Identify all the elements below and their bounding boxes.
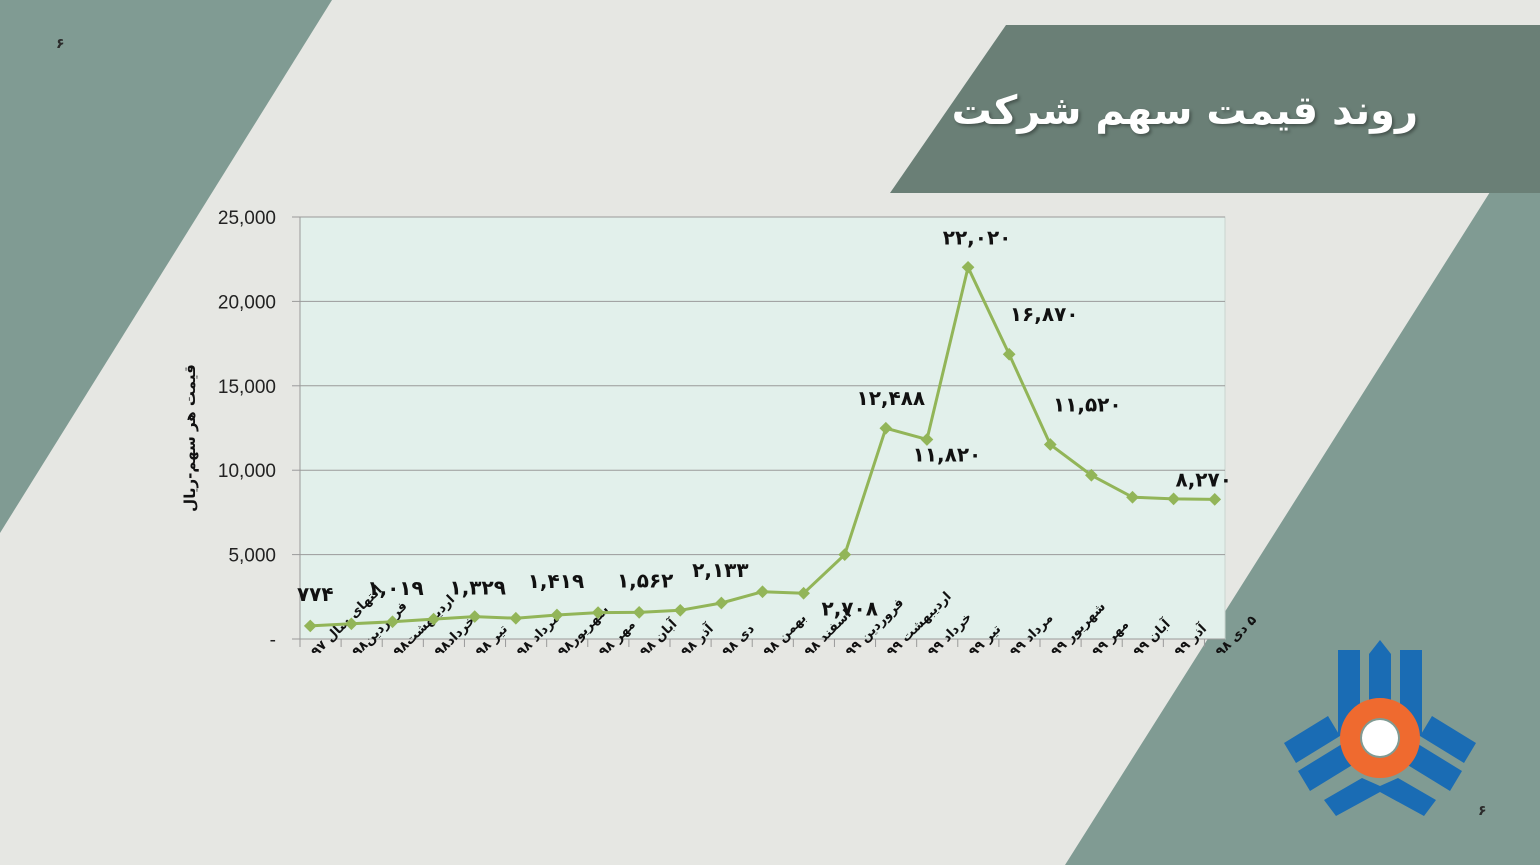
page-number-bottom: ۶ (1478, 803, 1487, 819)
title-banner (890, 25, 1540, 193)
slide-title: روند قیمت سهم شرکت (951, 88, 1418, 134)
logo-ring (1340, 698, 1420, 778)
y-tick-label: 20,000 (218, 292, 276, 313)
y-tick-label: 5,000 (228, 546, 276, 567)
data-label: ۲۲,۰۲۰ (943, 225, 1012, 249)
data-label: ۱۱,۸۲۰ (913, 442, 982, 466)
y-tick-label: 25,000 (218, 208, 276, 229)
data-label: ۱۱,۵۲۰ (1053, 393, 1122, 417)
data-label: ۸,۲۷۰ (1176, 467, 1232, 491)
data-label: ۱,۳۲۹ (450, 576, 506, 600)
data-label: ۱۲,۴۸۸ (857, 386, 926, 410)
y-tick-label: 15,000 (218, 377, 276, 398)
data-label: ۱۶,۸۷۰ (1010, 302, 1079, 326)
data-label: ۱,۴۱۹ (528, 569, 584, 593)
data-label: ۲,۱۳۳ (692, 558, 748, 582)
y-tick-label: 10,000 (218, 461, 276, 482)
plot-area (299, 216, 1226, 640)
data-label: ۱,۵۶۲ (617, 568, 673, 592)
data-label: ۲,۷۰۸ (822, 597, 878, 621)
y-tick-label: - (270, 630, 276, 651)
company-logo-icon (1284, 640, 1476, 816)
data-label: ۷۷۴ (297, 582, 334, 606)
page-number-top: ۶ (56, 36, 65, 52)
logo-blue-bars (1284, 640, 1476, 816)
data-point-marker (509, 611, 523, 625)
left-band (0, 0, 332, 533)
y-axis-title: قیمت هر سهم-ریال (181, 364, 199, 512)
data-label: ۱,۰۱۹ (367, 576, 423, 600)
